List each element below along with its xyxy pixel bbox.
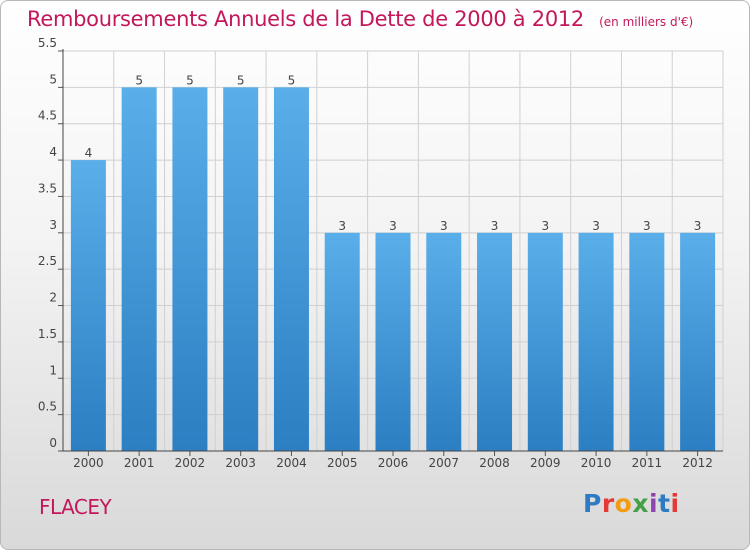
logo-letter: r: [601, 489, 615, 518]
x-tick-label: 2004: [276, 456, 307, 470]
data-label: 3: [440, 219, 448, 233]
y-tick-label: 0.5: [38, 400, 57, 414]
bar-2003: [223, 87, 259, 451]
data-label: 3: [694, 219, 702, 233]
y-tick-label: 4: [49, 145, 57, 159]
y-tick-label: 4.5: [38, 109, 57, 123]
logo-letter: P: [583, 489, 602, 518]
data-label: 5: [186, 73, 194, 87]
x-tick-label: 2001: [124, 456, 155, 470]
y-tick-label: 3: [49, 218, 57, 232]
y-tick-label: 5: [49, 72, 57, 86]
data-label: 3: [491, 219, 499, 233]
bar-2002: [172, 87, 208, 451]
bar-2009: [527, 232, 563, 451]
bars: [70, 87, 716, 451]
y-tick-label: 1.5: [38, 327, 57, 341]
y-tick-label: 0: [49, 436, 57, 450]
data-label: 3: [338, 219, 346, 233]
bar-2006: [375, 232, 411, 451]
x-tick-label: 2005: [327, 456, 358, 470]
x-tick-label: 2003: [225, 456, 256, 470]
x-tick-label: 2010: [581, 456, 612, 470]
bar-2007: [426, 232, 462, 451]
x-tick-label: 2006: [378, 456, 409, 470]
data-label: 5: [135, 73, 143, 87]
bar-2005: [324, 232, 360, 451]
data-label: 5: [288, 73, 296, 87]
y-tick-labels: 0 0.5 1 1.5 2 2.5 3 3.5 4 4.5 5 5.5: [38, 36, 57, 450]
data-label: 3: [389, 219, 397, 233]
logo-letter: t: [658, 489, 671, 518]
data-label: 3: [541, 219, 549, 233]
logo-letter: i: [649, 489, 659, 518]
data-label: 5: [237, 73, 245, 87]
bar-2010: [578, 232, 614, 451]
x-tick-label: 2011: [632, 456, 663, 470]
logo-letter: o: [614, 489, 633, 518]
commune-name: FLACEY: [39, 495, 112, 519]
x-tick-label: 2002: [175, 456, 206, 470]
bar-2011: [629, 232, 665, 451]
data-label: 3: [592, 219, 600, 233]
y-tick-label: 1: [49, 363, 57, 377]
data-labels: 4 5 5 5 5 3 3 3 3 3 3 3 3: [85, 73, 702, 232]
bar-2000: [70, 160, 106, 451]
x-tick-label: 2000: [73, 456, 104, 470]
x-tick-label: 2009: [530, 456, 561, 470]
x-tick-labels: 2000 2001 2002 2003 2004 2005 2006 2007 2008 2009…: [73, 456, 713, 470]
bar-2001: [121, 87, 157, 451]
logo-letter: i: [670, 489, 680, 518]
logo-letter: x: [632, 489, 649, 518]
bar-2012: [680, 232, 716, 451]
bar-2004: [273, 87, 309, 451]
y-tick-label: 2: [49, 291, 57, 305]
chart-unit: (en milliers d'€): [599, 15, 694, 29]
data-label: 3: [643, 219, 651, 233]
y-tick-label: 2.5: [38, 254, 57, 268]
x-tick-label: 2012: [682, 456, 713, 470]
chart-title-row: Remboursements Annuels de la Dette de 20…: [27, 7, 693, 31]
data-label: 4: [85, 146, 93, 160]
x-tick-label: 2007: [428, 456, 459, 470]
proxiti-logo: Proxiti: [583, 489, 680, 518]
y-tick-label: 3.5: [38, 181, 57, 195]
bar-2008: [477, 232, 513, 451]
chart-title: Remboursements Annuels de la Dette de 20…: [27, 7, 584, 31]
axes: [58, 49, 723, 456]
x-tick-label: 2008: [479, 456, 510, 470]
y-tick-label: 5.5: [38, 36, 57, 50]
